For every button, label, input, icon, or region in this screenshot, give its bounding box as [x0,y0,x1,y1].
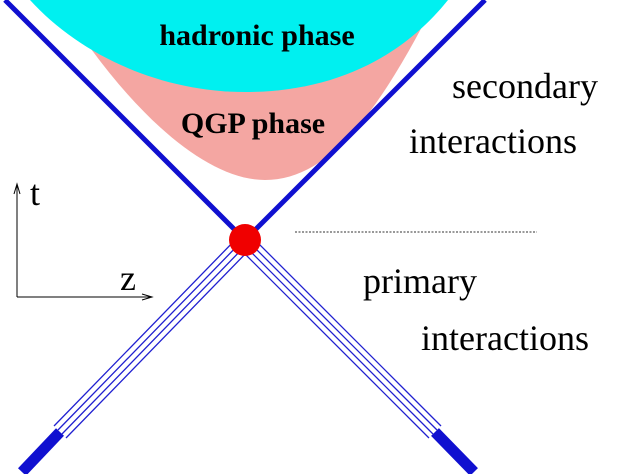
t-arrow [13,182,21,195]
light-cone-left [3,0,247,242]
hadronic-label: hadronic phase [159,19,354,52]
collision-point [229,224,261,256]
secondary-label: secondary [452,66,598,106]
incoming-beam-left [53,235,252,439]
incoming-beam-right [238,235,442,439]
hadronic-region [30,0,448,92]
light-cone-right [243,0,487,242]
secondary-interactions-label: interactions [409,121,577,161]
nucleus-right [431,428,478,474]
t-label: t [30,173,40,213]
z-label: z [120,258,136,298]
primary-interactions-label: interactions [421,318,589,358]
primary-label: primary [363,261,477,301]
qgp-label: QGP phase [181,107,325,140]
z-arrow [141,293,154,301]
nucleus-left [18,428,64,474]
